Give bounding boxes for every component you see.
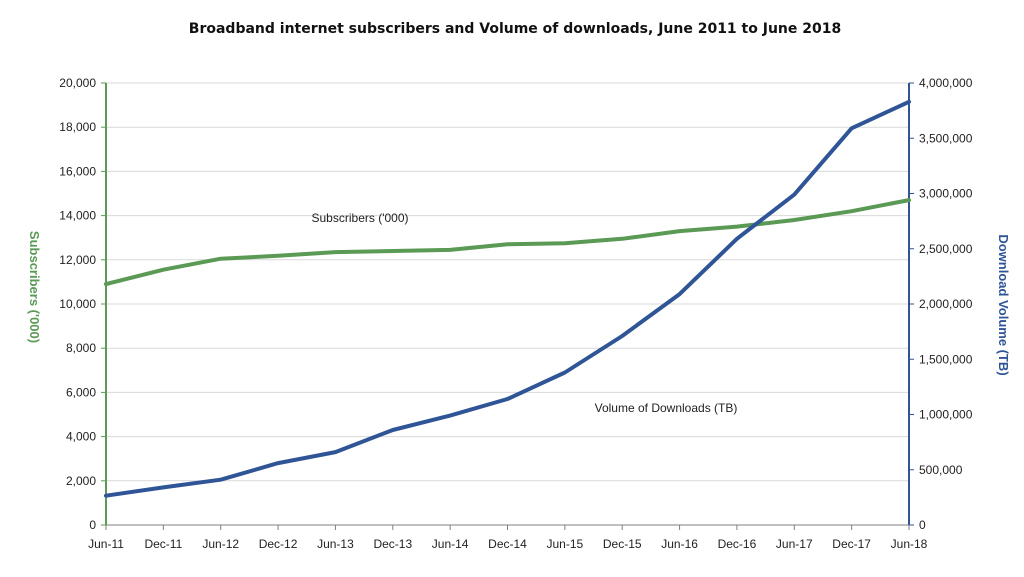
y-axis-left-label: Subscribers ('000) [27, 231, 42, 343]
x-tick-label: Jun-15 [547, 537, 584, 551]
axes [101, 82, 914, 530]
y-left-tick-label: 6,000 [66, 385, 96, 399]
x-tick-label: Dec-11 [144, 537, 182, 551]
y-left-tick-label: 16,000 [59, 164, 96, 178]
y-left-tick-label: 12,000 [59, 253, 96, 267]
y-right-tick-label: 2,500,000 [919, 242, 973, 256]
x-tick-label: Dec-17 [832, 537, 871, 551]
y-axis-right-label: Download Volume (TB) [996, 234, 1011, 375]
series-layer [104, 99, 911, 498]
y-left-tick-label: 20,000 [59, 76, 96, 90]
y-right-tick-label: 1,000,000 [919, 408, 973, 422]
series-line-downloads [104, 99, 911, 498]
y-right-tick-label: 3,000,000 [919, 187, 973, 201]
y-right-tick-label: 3,500,000 [919, 131, 973, 145]
y-left-tick-label: 18,000 [59, 120, 96, 134]
grid-lines [106, 82, 909, 526]
series-line-subscribers [104, 198, 911, 287]
x-tick-label: Jun-14 [432, 537, 469, 551]
x-tick-label: Jun-16 [661, 537, 698, 551]
chart-title: Broadband internet subscribers and Volum… [189, 21, 841, 37]
x-tick-label: Jun-13 [317, 537, 354, 551]
x-tick-label: Dec-13 [373, 537, 412, 551]
tick-labels: 0 2,000 4,000 6,000 8,000 10,000 12,000 14,000 1… [59, 76, 972, 551]
x-tick-label: Dec-12 [259, 537, 298, 551]
x-tick-label: Jun-11 [88, 537, 124, 551]
downloads-annotation: Volume of Downloads (TB) [595, 401, 738, 415]
y-right-tick-label: 500,000 [919, 463, 963, 477]
x-tick-label: Dec-14 [488, 537, 527, 551]
subscribers-annotation: Subscribers ('000) [312, 211, 409, 225]
y-right-tick-label: 2,000,000 [919, 297, 973, 311]
y-right-tick-label: 4,000,000 [919, 76, 973, 90]
y-left-tick-label: 0 [89, 518, 96, 532]
x-tick-label: Jun-17 [776, 537, 813, 551]
y-left-tick-label: 10,000 [59, 297, 96, 311]
x-tick-label: Jun-12 [202, 537, 239, 551]
x-tick-label: Dec-15 [603, 537, 642, 551]
y-right-tick-label: 1,500,000 [919, 352, 973, 366]
x-tick-label: Dec-16 [718, 537, 757, 551]
y-left-tick-label: 8,000 [66, 341, 96, 355]
x-tick-label: Jun-18 [891, 537, 928, 551]
y-right-tick-label: 0 [919, 518, 926, 532]
y-left-tick-label: 4,000 [66, 430, 96, 444]
y-left-tick-label: 2,000 [66, 474, 96, 488]
y-left-tick-label: 14,000 [59, 209, 96, 223]
